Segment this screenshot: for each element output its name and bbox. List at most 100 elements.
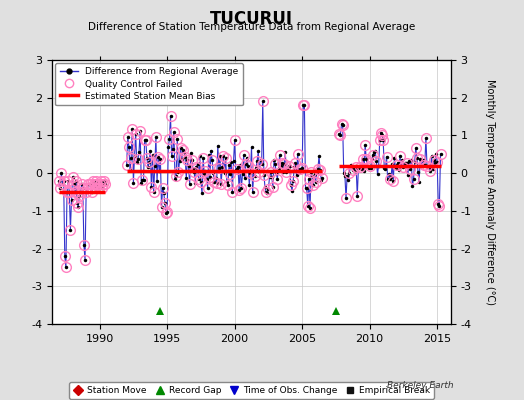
- Point: [416, 155, 424, 162]
- Point: [181, 154, 189, 160]
- Point: [89, 178, 97, 184]
- Point: [123, 162, 131, 168]
- Point: [265, 174, 274, 180]
- Point: [252, 165, 260, 171]
- Point: [304, 175, 313, 182]
- Legend: Station Move, Record Gap, Time of Obs. Change, Empirical Break: Station Move, Record Gap, Time of Obs. C…: [70, 382, 433, 399]
- Point: [156, 156, 165, 162]
- Point: [311, 178, 320, 185]
- Point: [144, 164, 152, 170]
- Point: [430, 156, 438, 163]
- Point: [263, 190, 271, 196]
- Point: [335, 131, 343, 138]
- Point: [278, 160, 286, 166]
- Point: [398, 157, 407, 163]
- Point: [285, 163, 293, 170]
- Point: [56, 185, 64, 192]
- Point: [296, 166, 304, 172]
- Point: [310, 171, 319, 177]
- Point: [216, 153, 224, 160]
- Point: [370, 148, 378, 155]
- Point: [192, 164, 201, 170]
- Point: [185, 181, 194, 188]
- Point: [125, 144, 133, 150]
- Point: [394, 159, 402, 166]
- Point: [79, 185, 87, 192]
- Point: [356, 166, 365, 172]
- Point: [212, 180, 221, 186]
- Point: [432, 151, 440, 157]
- Point: [418, 157, 427, 163]
- Point: [436, 151, 445, 157]
- Point: [271, 160, 279, 167]
- Point: [146, 148, 155, 154]
- Point: [424, 164, 432, 170]
- Point: [152, 134, 160, 140]
- Point: [293, 150, 302, 157]
- Point: [91, 185, 100, 192]
- Point: [270, 157, 278, 164]
- Point: [231, 137, 239, 143]
- Point: [134, 156, 142, 163]
- Point: [136, 128, 144, 134]
- Point: [97, 185, 106, 192]
- Point: [372, 158, 380, 164]
- Point: [190, 169, 199, 175]
- Point: [341, 172, 349, 179]
- Point: [255, 169, 264, 176]
- Point: [401, 160, 410, 166]
- Point: [149, 189, 158, 195]
- Point: [139, 176, 148, 183]
- Point: [291, 160, 300, 166]
- Point: [376, 137, 384, 143]
- Point: [348, 166, 357, 173]
- Point: [81, 257, 89, 263]
- Point: [357, 164, 366, 171]
- Point: [61, 253, 69, 259]
- Point: [262, 189, 270, 195]
- Point: [352, 164, 361, 170]
- Point: [280, 161, 288, 168]
- Point: [392, 162, 401, 168]
- Point: [71, 189, 79, 195]
- Point: [253, 158, 261, 164]
- Point: [235, 187, 243, 194]
- Point: [242, 160, 250, 167]
- Point: [99, 181, 107, 188]
- Point: [373, 171, 381, 177]
- Point: [287, 182, 295, 188]
- Point: [243, 155, 251, 161]
- Point: [59, 178, 68, 184]
- Point: [180, 149, 188, 156]
- Point: [64, 178, 72, 184]
- Point: [137, 180, 146, 186]
- Point: [367, 165, 375, 172]
- Point: [164, 144, 172, 150]
- Point: [189, 166, 197, 172]
- Point: [365, 163, 374, 170]
- Point: [208, 157, 216, 164]
- Point: [85, 181, 94, 188]
- Point: [140, 137, 149, 143]
- Point: [226, 170, 234, 177]
- Point: [236, 161, 245, 168]
- Point: [258, 98, 267, 105]
- Point: [232, 166, 240, 173]
- Point: [126, 167, 134, 174]
- Point: [428, 153, 436, 160]
- Text: Berkeley Earth: Berkeley Earth: [387, 381, 453, 390]
- Point: [88, 189, 96, 195]
- Point: [435, 202, 444, 209]
- Point: [354, 165, 363, 171]
- Point: [301, 185, 310, 191]
- Point: [297, 168, 305, 175]
- Point: [230, 158, 238, 164]
- Point: [316, 166, 324, 173]
- Point: [55, 178, 63, 184]
- Point: [350, 164, 358, 170]
- Point: [353, 193, 362, 199]
- Point: [276, 152, 284, 158]
- Point: [162, 210, 170, 216]
- Point: [318, 174, 326, 181]
- Point: [300, 102, 309, 108]
